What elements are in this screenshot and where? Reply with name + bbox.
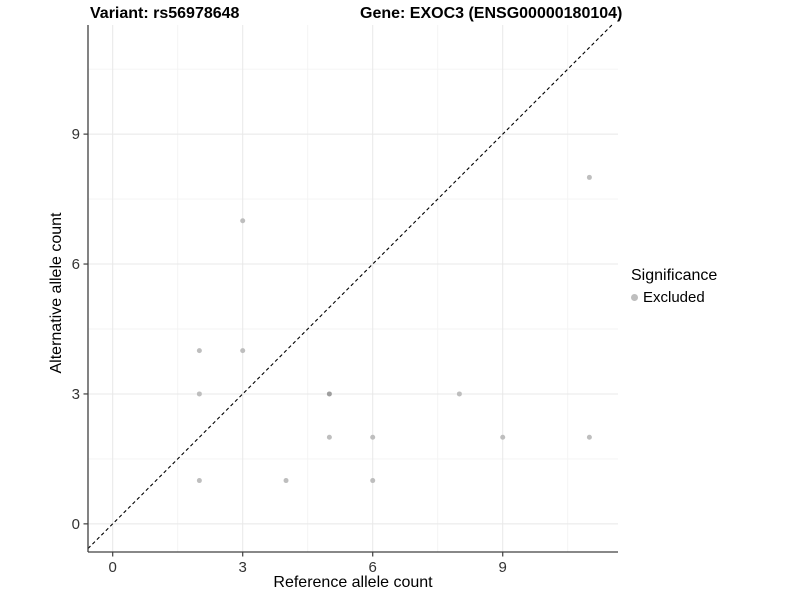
legend-point-icon (631, 294, 638, 301)
y-tick-label: 6 (72, 256, 80, 273)
data-point (240, 348, 246, 354)
data-point (326, 391, 332, 397)
y-tick-label: 9 (72, 126, 80, 143)
x-tick-label: 6 (369, 559, 377, 576)
variant-title: Variant: rs56978648 (90, 5, 240, 22)
x-tick-label: 0 (109, 559, 117, 576)
data-point (500, 434, 506, 440)
x-axis-title: Reference allele count (273, 574, 433, 591)
identity-line (87, 24, 613, 549)
data-point (240, 218, 246, 224)
data-point (586, 434, 592, 440)
data-point (586, 174, 592, 180)
gene-title: Gene: EXOC3 (ENSG00000180104) (360, 5, 623, 22)
data-point (196, 348, 202, 354)
legend: Significance Excluded (631, 267, 717, 306)
data-point (326, 434, 332, 440)
data-point (196, 391, 202, 397)
y-tick-label: 0 (72, 516, 80, 533)
legend-title: Significance (631, 267, 718, 284)
legend-item-excluded: Excluded (631, 289, 717, 306)
data-point (370, 478, 376, 484)
y-tick-label: 3 (72, 386, 80, 403)
data-point (283, 478, 289, 484)
x-tick-label: 9 (499, 559, 507, 576)
data-point (370, 434, 376, 440)
legend-item-label: Excluded (643, 289, 705, 306)
x-tick-label: 3 (239, 559, 247, 576)
y-axis-title: Alternative allele count (48, 212, 65, 374)
data-point (456, 391, 462, 397)
data-point (196, 478, 202, 484)
